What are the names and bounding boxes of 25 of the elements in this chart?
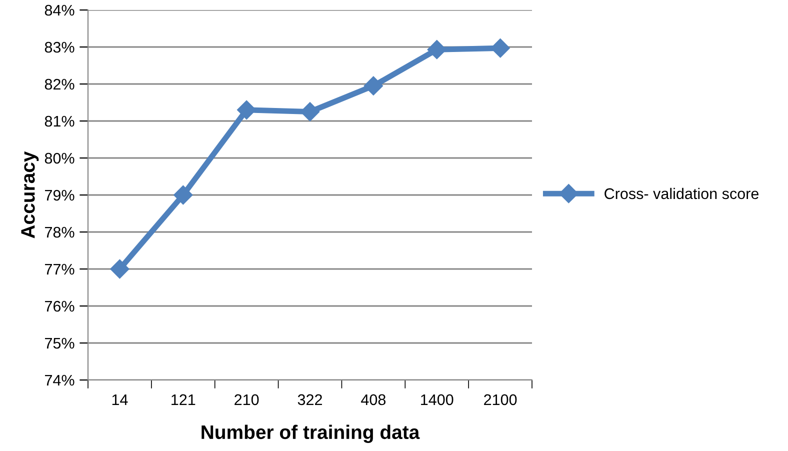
y-tick-label: 79% (45, 190, 74, 201)
x-tick-label: 408 (361, 394, 386, 406)
y-tick-label: 81% (44, 116, 74, 127)
point (427, 40, 446, 60)
x-tick-label: 2100 (484, 394, 517, 406)
y-tick-label: 76% (45, 300, 74, 312)
legend-label: Cross- validation score (604, 188, 759, 200)
y-axis-title: Accuracy (21, 151, 39, 238)
point (364, 76, 383, 96)
x-tick-label: 121 (172, 394, 196, 405)
y-tick-label: 82% (44, 78, 74, 90)
y-tick-label: 83% (44, 42, 74, 53)
x-tick-label: 322 (298, 394, 322, 406)
y-tick-label: 80% (44, 152, 74, 164)
y-tick-label: 74% (45, 374, 74, 386)
x-axis-title: Number of training data (202, 424, 420, 444)
point (174, 185, 193, 205)
y-tick-label: 78% (45, 226, 74, 238)
y-tick-label: 84% (44, 4, 74, 16)
x-tick-label: 14 (112, 394, 128, 405)
point (110, 259, 130, 279)
x-tick-label: 1400 (421, 394, 454, 406)
x-tick-label: 210 (234, 394, 259, 406)
y-tick-label: 77% (45, 264, 74, 275)
y-tick-label: 75% (45, 338, 74, 349)
